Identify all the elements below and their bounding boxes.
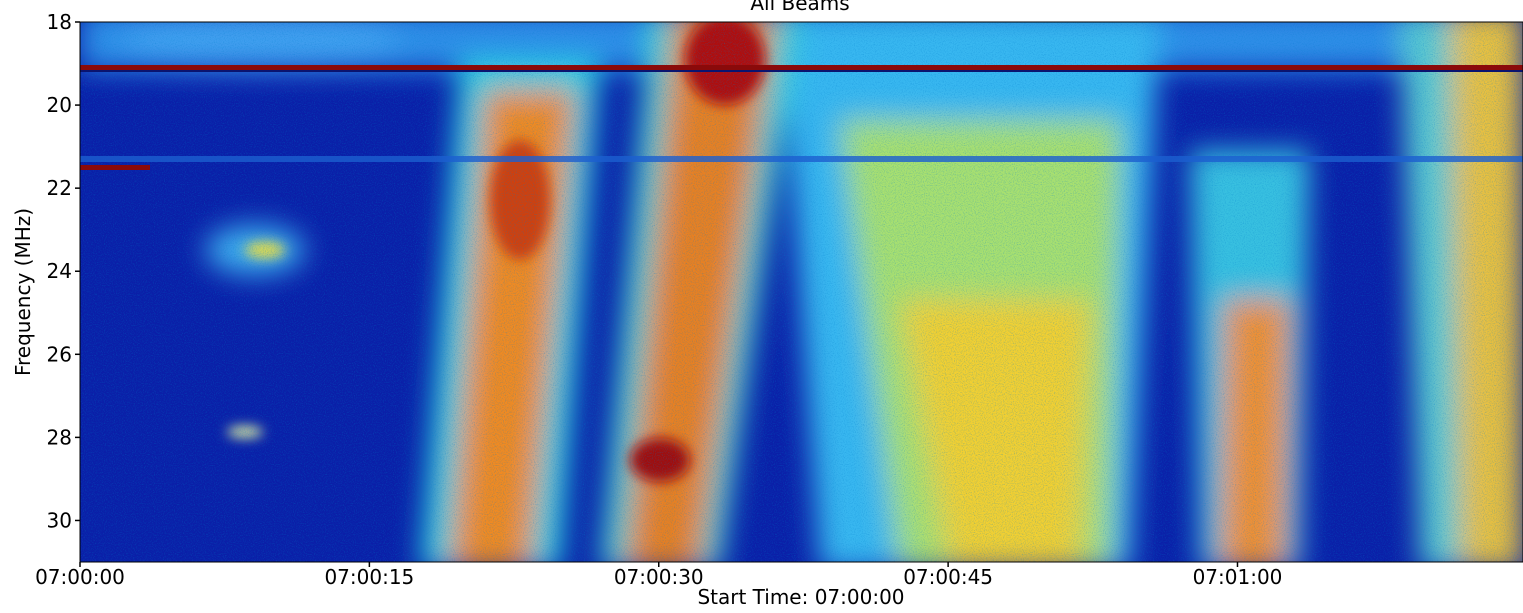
plot-frame [79, 21, 1523, 563]
interference-line [80, 156, 1523, 162]
y-tick-label: 30 [47, 508, 72, 532]
axes: 07:00:00 07:00:15 07:00:30 07:00:45 07:01:00… [35, 10, 1282, 589]
y-tick-label: 20 [47, 93, 72, 117]
y-tick-label: 24 [47, 259, 72, 283]
x-tick-label: 07:00:15 [324, 565, 414, 589]
chart-title: All Beams [750, 0, 849, 15]
interference-line [80, 165, 150, 170]
interference-line [80, 70, 1523, 72]
interference-line [80, 65, 1523, 70]
x-tick-label: 07:00:30 [614, 565, 704, 589]
x-tick-label: 07:01:00 [1193, 565, 1283, 589]
spectrogram-image [80, 22, 1523, 562]
y-tick-label: 18 [47, 10, 72, 34]
y-axis-label: Frequency (MHz) [11, 208, 35, 376]
x-axis-label: Start Time: 07:00:00 [697, 585, 904, 609]
y-tick-label: 22 [47, 176, 72, 200]
y-tick-label: 28 [47, 425, 72, 449]
noise-texture [80, 22, 1523, 562]
x-tick-label: 07:00:00 [35, 565, 125, 589]
x-tick-label: 07:00:45 [903, 565, 993, 589]
y-tick-label: 26 [47, 342, 72, 366]
